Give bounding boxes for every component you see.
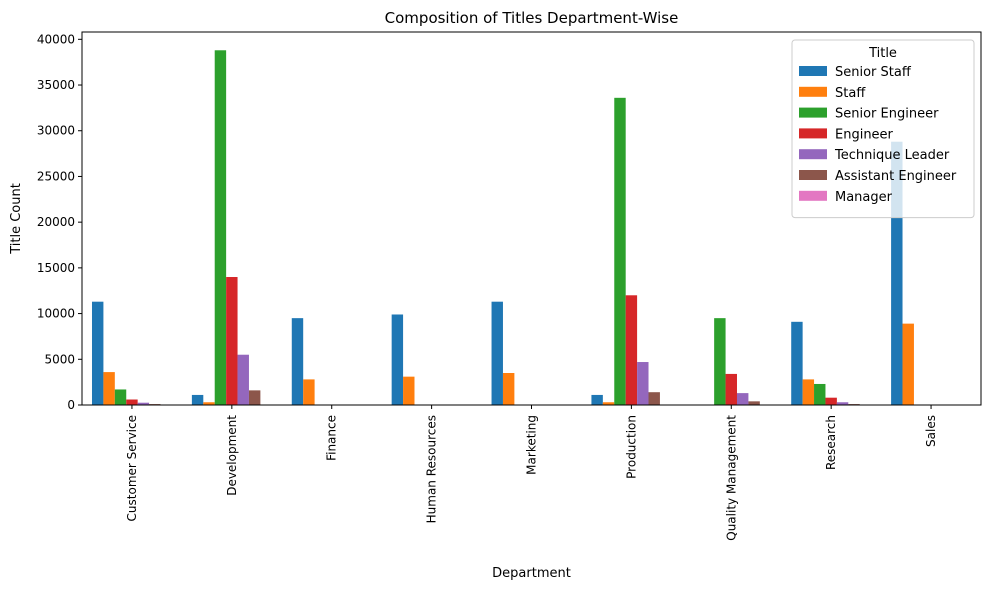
y-tick-label: 0	[67, 398, 75, 412]
legend: Title Senior Staff Staff Senior Engineer Eng…	[791, 39, 975, 219]
bar-production-senior-engineer	[614, 97, 626, 405]
bar-development-technique-leader	[237, 354, 249, 405]
legend-label: Engineer	[835, 127, 894, 142]
bar-quality-management-senior-engineer	[714, 318, 726, 405]
bar-production-staff	[602, 402, 615, 405]
bar-production-senior-staff	[591, 394, 603, 405]
bar-research-senior-staff	[791, 321, 803, 405]
y-tick-label: 35000	[37, 78, 75, 92]
x-axis-label: Department	[492, 566, 571, 581]
legend-label: Manager	[835, 190, 893, 205]
legend-swatch	[799, 86, 827, 97]
y-tick-label: 30000	[37, 124, 75, 138]
bar-customer-service-senior-engineer	[114, 389, 127, 405]
bar-quality-management-technique-leader	[736, 393, 749, 405]
bar-finance-staff	[303, 379, 315, 405]
y-axis: 0 5000 10000 15000 20000 25000 30000 35000 40000	[37, 32, 82, 412]
y-tick-label: 20000	[37, 215, 75, 229]
legend-label: Senior Staff	[835, 65, 912, 80]
x-axis: Customer Service Development Finance Human …	[125, 405, 938, 541]
bar-research-technique-leader	[836, 402, 849, 405]
bar-development-senior-engineer	[214, 50, 227, 405]
legend-label: Staff	[835, 86, 866, 101]
legend-swatch	[799, 170, 827, 180]
bar-customer-service-engineer	[126, 399, 138, 405]
y-tick-label: 25000	[37, 169, 75, 183]
bar-development-engineer	[226, 277, 238, 405]
x-tick-label: Sales	[924, 415, 938, 447]
legend-box	[791, 39, 975, 219]
chart-title: Composition of Titles Department-Wise	[385, 9, 679, 27]
y-tick-label: 40000	[37, 32, 75, 46]
legend-label: Senior Engineer	[835, 107, 939, 122]
bar-research-senior-engineer	[814, 383, 826, 405]
bar-human-resources-staff	[403, 376, 415, 405]
bar-customer-service-senior-staff	[91, 301, 104, 405]
x-tick-label: Human Resources	[425, 415, 439, 523]
legend-label: Technique Leader	[834, 148, 950, 163]
bar-research-engineer	[825, 397, 837, 405]
bar-customer-service-staff	[103, 372, 115, 405]
legend-swatch	[799, 149, 827, 160]
bar-development-senior-staff	[191, 394, 204, 405]
bar-sales-senior-staff	[891, 141, 903, 405]
x-tick-label: Development	[225, 415, 239, 496]
bar-sales-staff	[902, 323, 914, 405]
legend-swatch	[799, 190, 827, 201]
y-tick-label: 10000	[37, 307, 75, 321]
x-tick-label: Quality Management	[724, 415, 738, 541]
bar-development-assistant-engineer	[248, 390, 261, 405]
legend-title: Title	[868, 46, 897, 61]
legend-swatch	[799, 107, 827, 118]
bar-quality-management-engineer	[725, 373, 737, 405]
bar-production-engineer	[625, 295, 638, 405]
bar-customer-service-technique-leader	[137, 402, 150, 405]
x-tick-label: Marketing	[525, 415, 539, 475]
legend-label: Assistant Engineer	[835, 169, 957, 184]
bar-marketing-senior-staff	[491, 301, 503, 405]
y-axis-label: Title Count	[9, 183, 24, 255]
x-tick-label: Finance	[325, 415, 339, 461]
legend-swatch	[799, 128, 827, 139]
bar-finance-senior-staff	[291, 318, 304, 405]
x-tick-label: Production	[624, 415, 638, 479]
bar-production-assistant-engineer	[648, 392, 660, 405]
bar-development-staff	[203, 402, 215, 405]
bar-marketing-staff	[502, 373, 515, 405]
y-tick-label: 15000	[37, 261, 75, 275]
legend-swatch	[799, 66, 827, 76]
bar-production-technique-leader	[637, 362, 649, 405]
bar-research-staff	[802, 379, 815, 405]
x-tick-label: Research	[824, 415, 838, 470]
plot-frame	[81, 31, 982, 406]
x-tick-label: Customer Service	[125, 415, 139, 521]
bar-human-resources-senior-staff	[391, 314, 404, 405]
bars-group	[91, 50, 914, 405]
bar-quality-management-assistant-engineer	[748, 401, 760, 405]
y-tick-label: 5000	[44, 352, 75, 366]
